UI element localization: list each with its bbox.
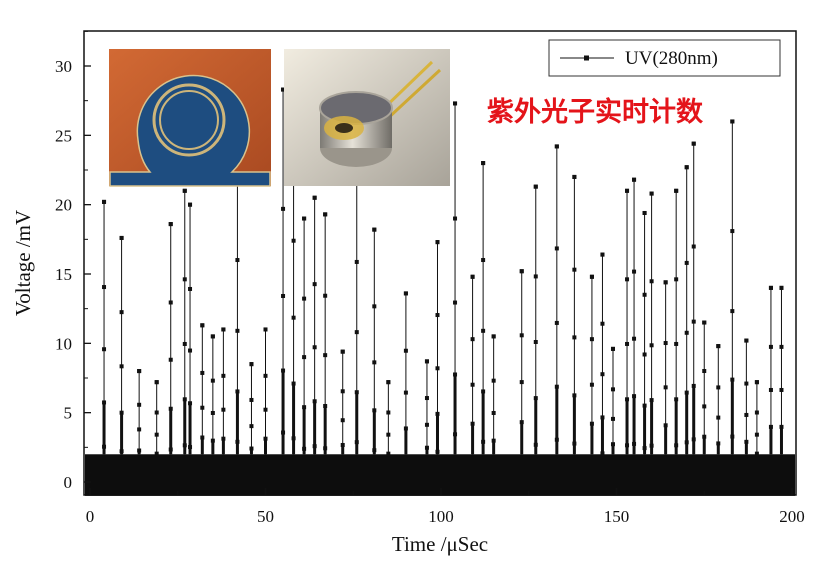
y-tick-label: 30 bbox=[55, 57, 72, 76]
pulse-49 bbox=[768, 285, 773, 455]
pulse-12 bbox=[263, 327, 268, 455]
pulse-37 bbox=[632, 177, 637, 455]
pulse-41 bbox=[674, 188, 679, 455]
pulse-46 bbox=[730, 119, 735, 455]
pulse-18 bbox=[340, 349, 345, 455]
pulse-26 bbox=[470, 274, 475, 455]
y-tick-label: 20 bbox=[55, 196, 72, 215]
pulse-23 bbox=[424, 359, 429, 455]
pulse-2 bbox=[137, 369, 142, 455]
legend-entry-uv: UV(280nm) bbox=[625, 48, 718, 69]
pulse-38 bbox=[642, 210, 647, 455]
pulse-25 bbox=[453, 101, 458, 455]
y-tick-label: 10 bbox=[55, 334, 72, 353]
pulse-4 bbox=[168, 222, 173, 455]
pulse-15 bbox=[302, 216, 307, 455]
y-tick-label: 15 bbox=[55, 265, 72, 284]
pulse-24 bbox=[435, 240, 440, 455]
pulse-43 bbox=[691, 141, 696, 455]
baseline-noise-band bbox=[85, 454, 795, 496]
x-axis-title: Time /μSec bbox=[392, 532, 488, 556]
y-tick-label: 25 bbox=[55, 126, 72, 145]
x-tick-label: 100 bbox=[428, 507, 454, 526]
pulse-35 bbox=[610, 346, 615, 455]
detector-package-photo bbox=[284, 49, 450, 186]
detector-chip-photo bbox=[109, 49, 271, 187]
legend: UV(280nm) bbox=[548, 39, 781, 77]
y-axis-title: Voltage /mV bbox=[11, 210, 35, 316]
pulse-17 bbox=[323, 212, 328, 455]
annotation-uv-photon-counting: 紫外光子实时计数 bbox=[487, 96, 704, 128]
pulse-44 bbox=[702, 320, 707, 455]
pulse-45 bbox=[716, 344, 721, 455]
pulse-27 bbox=[481, 161, 486, 455]
pulse-29 bbox=[519, 269, 524, 455]
pulse-11 bbox=[249, 362, 254, 455]
pulse-50 bbox=[779, 285, 784, 455]
y-tick-label: 5 bbox=[64, 404, 73, 423]
pulse-0 bbox=[102, 199, 107, 455]
pulse-34 bbox=[600, 252, 605, 456]
pulse-7 bbox=[200, 323, 205, 455]
pulse-42 bbox=[684, 165, 689, 455]
pulse-30 bbox=[533, 184, 538, 455]
pulse-33 bbox=[589, 274, 594, 455]
x-axis-ticks: 0 50 100 150 200 bbox=[86, 488, 805, 526]
pulse-31 bbox=[554, 144, 559, 455]
pulse-39 bbox=[649, 191, 654, 455]
x-tick-label: 50 bbox=[257, 507, 274, 526]
x-tick-label: 0 bbox=[86, 507, 95, 526]
pulse-3 bbox=[154, 380, 159, 456]
pulse-5 bbox=[182, 188, 187, 455]
pulse-28 bbox=[491, 334, 496, 455]
pulse-1 bbox=[119, 235, 124, 455]
pulse-36 bbox=[625, 188, 630, 455]
pulse-47 bbox=[744, 338, 749, 455]
pulse-20 bbox=[372, 227, 377, 455]
x-tick-label: 200 bbox=[779, 507, 805, 526]
pulse-32 bbox=[572, 174, 577, 455]
pulse-21 bbox=[386, 380, 391, 456]
pulse-22 bbox=[403, 291, 408, 455]
pulse-9 bbox=[221, 327, 226, 455]
pulse-19 bbox=[354, 163, 359, 455]
pulse-6 bbox=[188, 202, 193, 455]
x-tick-label: 150 bbox=[604, 507, 630, 526]
pulse-48 bbox=[754, 380, 759, 456]
pulse-16 bbox=[312, 195, 317, 455]
y-tick-label: 0 bbox=[64, 473, 73, 492]
pulse-40 bbox=[663, 280, 668, 455]
pulse-13 bbox=[281, 87, 286, 455]
legend-marker bbox=[584, 55, 589, 61]
y-axis-ticks: 0 5 10 15 20 25 30 bbox=[55, 30, 91, 492]
pulse-10 bbox=[235, 161, 240, 455]
pulse-series bbox=[102, 87, 784, 456]
pulse-8 bbox=[210, 334, 215, 455]
